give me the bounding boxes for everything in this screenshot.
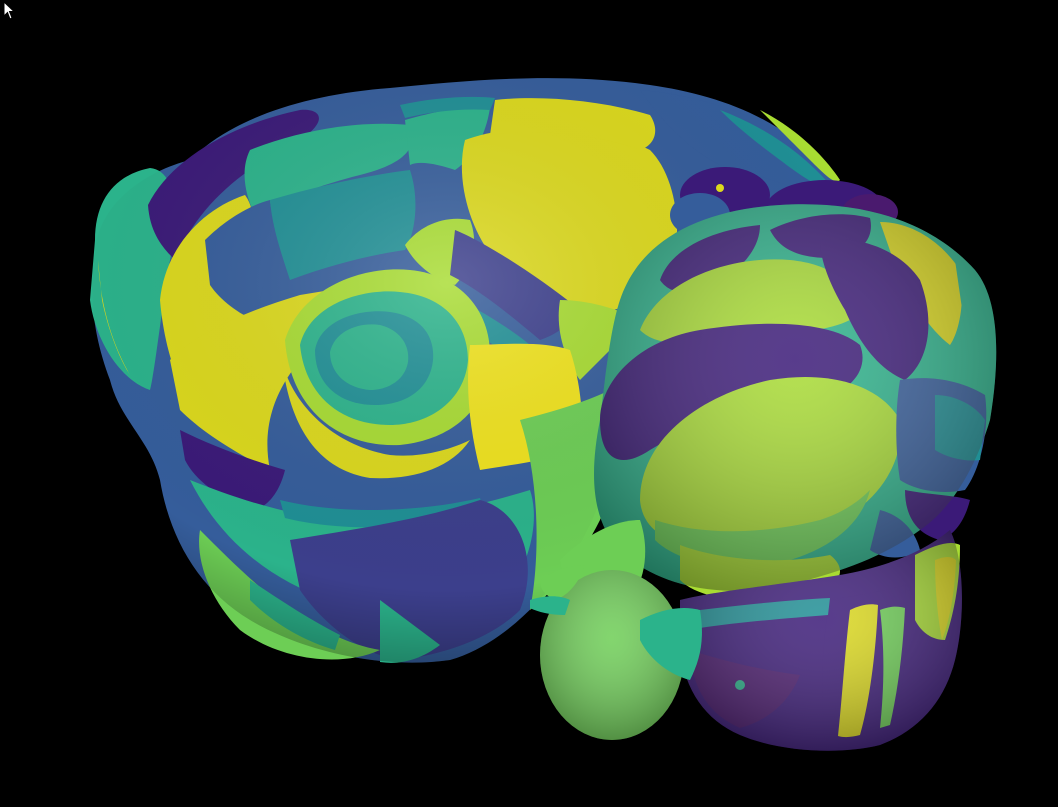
brainstem-region[interactable]: [680, 530, 962, 751]
pons-region[interactable]: [530, 520, 702, 740]
cerebellum-region[interactable]: [594, 204, 997, 602]
